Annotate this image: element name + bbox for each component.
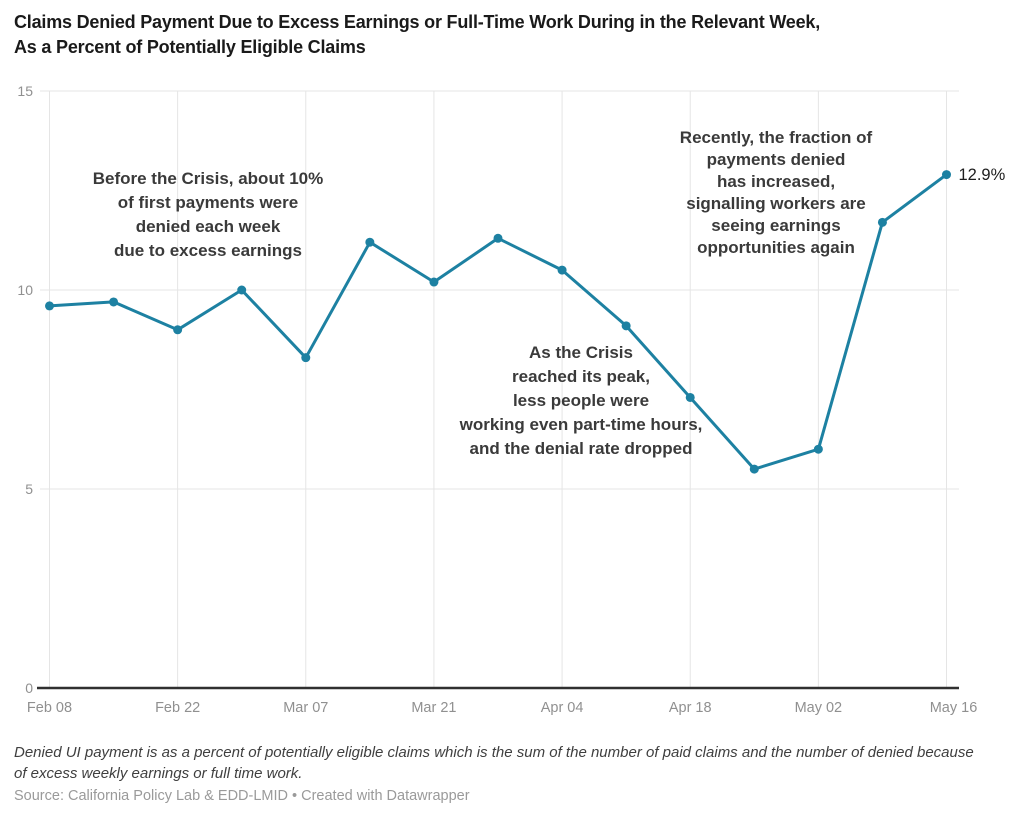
y-axis-tick-label: 10 xyxy=(17,282,33,298)
x-axis-tick-label: May 16 xyxy=(930,700,978,716)
source-attribution: Source: California Policy Lab & EDD-LMID… xyxy=(14,788,470,804)
data-point xyxy=(749,464,759,474)
x-axis-tick-label: Feb 08 xyxy=(27,700,72,716)
end-value-label: 12.9% xyxy=(959,166,1006,184)
data-point xyxy=(109,297,119,307)
data-point xyxy=(45,301,54,311)
line-series xyxy=(48,173,948,471)
y-axis-tick-label: 15 xyxy=(17,83,33,99)
x-axis-tick-label: Feb 22 xyxy=(155,700,200,716)
y-axis-tick-label: 0 xyxy=(25,680,33,696)
x-axis-tick-label: May 02 xyxy=(795,700,843,716)
data-point xyxy=(877,217,887,227)
data-point xyxy=(429,277,439,287)
data-point xyxy=(173,325,183,335)
data-point xyxy=(237,285,247,295)
data-point xyxy=(942,170,951,180)
x-axis-tick-label: Apr 04 xyxy=(541,700,584,716)
chart-title: Claims Denied Payment Due to Excess Earn… xyxy=(14,12,821,57)
x-axis-tick-label: Mar 07 xyxy=(283,700,328,716)
data-point xyxy=(813,444,823,454)
y-axis-tick-label: 5 xyxy=(25,481,33,497)
x-axis-tick-label: Apr 18 xyxy=(669,700,712,716)
data-point xyxy=(493,233,503,243)
data-point xyxy=(685,392,695,402)
data-point xyxy=(557,265,567,275)
data-point xyxy=(301,353,311,363)
chart-footnote: Denied UI payment is as a percent of pot… xyxy=(14,744,974,782)
data-point xyxy=(365,237,375,247)
data-point xyxy=(621,321,631,331)
x-axis-tick-label: Mar 21 xyxy=(411,700,456,716)
